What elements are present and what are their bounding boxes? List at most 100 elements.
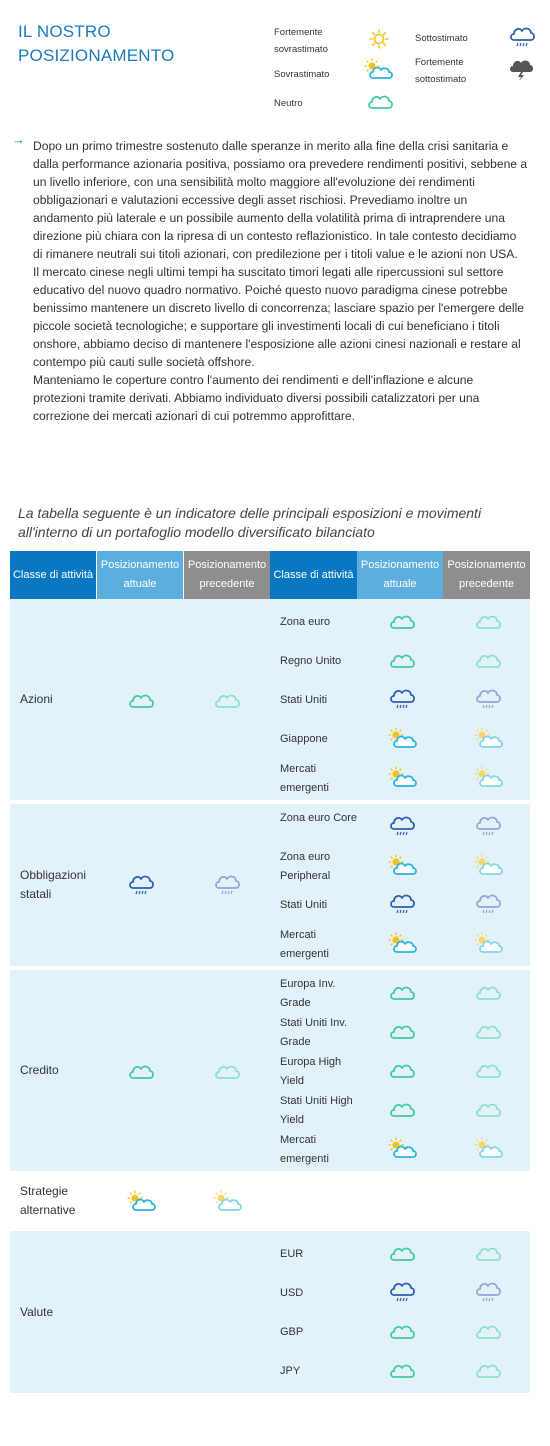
- sun-cloud-icon: [474, 766, 503, 788]
- sun-cloud-icon: [474, 854, 503, 876]
- header-asset-class-2: Classe di attività: [270, 551, 357, 599]
- rain-cloud-icon: [388, 893, 416, 915]
- table-group: [10, 1175, 530, 1227]
- sun-cloud-icon: [474, 727, 503, 749]
- legend-strong-under-label: Fortemente sottostimato: [415, 54, 466, 88]
- cloud-icon: [474, 1242, 502, 1264]
- sub-class-label: JPY: [280, 1365, 301, 1377]
- legend: Fortemente sovrastimato Sovrastimato Neu…: [274, 24, 544, 119]
- legend-label-line: sovrastimato: [274, 44, 328, 55]
- sub-class-label: USD: [280, 1287, 304, 1299]
- sub-class-label: Giappone: [280, 733, 328, 745]
- legend-label-line: Fortemente: [274, 27, 323, 38]
- sub-class-label: Stati Uniti: [280, 899, 328, 911]
- header-current: Posizionamento attuale: [97, 551, 183, 599]
- rain-cloud-icon: [474, 1281, 502, 1303]
- sun-cloud-icon: [388, 1137, 417, 1159]
- asset-class-label: Obbligazioni statali: [20, 868, 87, 901]
- sun-cloud-icon: [388, 727, 417, 749]
- sun-cloud-icon: [364, 58, 394, 80]
- legend-neutral-label: Neutro: [274, 98, 303, 109]
- table-group: [10, 599, 530, 800]
- cloud-icon: [474, 610, 502, 632]
- sun-cloud-icon: [474, 1137, 503, 1159]
- cloud-icon: [366, 90, 394, 112]
- cloud-icon: [388, 610, 416, 632]
- sub-class-label: Zona euro Peripheral: [280, 850, 331, 882]
- sub-class-label: Mercati emergenti: [280, 928, 329, 960]
- asset-class-label: Valute: [20, 1304, 54, 1319]
- cloud-icon: [474, 981, 502, 1003]
- cloud-icon: [388, 1320, 416, 1342]
- rain-cloud-icon: [474, 893, 502, 915]
- sun-cloud-icon: [213, 1190, 242, 1212]
- sub-class-label: Zona euro: [280, 616, 331, 628]
- cloud-icon: [388, 1059, 416, 1081]
- cloud-icon: [474, 649, 502, 671]
- sun-icon: [368, 28, 390, 50]
- header-current-2: Posizionamento attuale: [357, 551, 443, 599]
- cloud-icon: [474, 1059, 502, 1081]
- sun-cloud-icon: [474, 932, 503, 954]
- sub-class-label: Regno Unito: [280, 655, 342, 667]
- sun-cloud-icon: [388, 932, 417, 954]
- asset-class-label: Credito: [20, 1063, 59, 1077]
- arrow-right-icon: →: [12, 132, 25, 147]
- sub-class-label: Europa Inv. Grade: [280, 977, 336, 1009]
- sub-class-label: Stati Uniti High Yield: [280, 1094, 353, 1126]
- rain-cloud-icon: [388, 815, 416, 837]
- asset-class-label: Azioni: [20, 692, 53, 706]
- legend-label-line: sottostimato: [415, 74, 467, 85]
- cloud-icon: [474, 1359, 502, 1381]
- rain-cloud-icon: [388, 688, 416, 710]
- cloud-icon: [388, 1098, 416, 1120]
- cloud-icon: [474, 1320, 502, 1342]
- cloud-icon: [127, 689, 155, 711]
- legend-under-label: Sottostimato: [415, 33, 468, 44]
- rain-cloud-icon: [213, 874, 241, 896]
- page-title-line-2: POSIZIONAMENTO: [18, 46, 175, 65]
- commentary-paragraph: Manteniamo le coperture contro l'aumento…: [33, 373, 480, 423]
- sub-class-label: Stati Uniti: [280, 694, 328, 706]
- asset-class-label: Strategie alternative: [20, 1184, 76, 1217]
- table-group: [10, 970, 530, 1171]
- sub-class-label: Zona euro Core: [280, 811, 358, 824]
- sun-cloud-icon: [388, 766, 417, 788]
- rain-cloud-icon: [388, 1281, 416, 1303]
- table-intro: La tabella seguente è un indicatore dell…: [18, 505, 482, 540]
- sun-cloud-icon: [388, 854, 417, 876]
- rain-cloud-icon: [474, 688, 502, 710]
- rain-cloud-icon: [127, 874, 155, 896]
- cloud-icon: [127, 1060, 155, 1082]
- table-group: [10, 804, 530, 966]
- sun-cloud-icon: [127, 1190, 156, 1212]
- sub-class-label: GBP: [280, 1326, 304, 1338]
- cloud-icon: [474, 1020, 502, 1042]
- page-title-line-1: IL NOSTRO: [18, 22, 111, 41]
- header-asset-class: Classe di attività: [10, 551, 96, 599]
- cloud-icon: [474, 1098, 502, 1120]
- rain-cloud-icon: [508, 26, 536, 48]
- commentary-paragraph: Il mercato cinese negli ultimi tempi ha …: [33, 265, 525, 369]
- cloud-icon: [388, 981, 416, 1003]
- sub-class-label: EUR: [280, 1248, 304, 1260]
- sub-class-label: Europa High Yield: [280, 1055, 342, 1087]
- storm-cloud-icon: [508, 58, 536, 82]
- cloud-icon: [388, 1359, 416, 1381]
- rain-cloud-icon: [474, 815, 502, 837]
- sub-class-label: Mercati emergenti: [280, 1133, 329, 1165]
- sub-class-label: Stati Uniti Inv. Grade: [280, 1016, 348, 1048]
- legend-over-label: Sovrastimato: [274, 69, 330, 80]
- legend-label-line: Fortemente: [415, 57, 464, 68]
- sub-class-label: Mercati emergenti: [280, 762, 329, 794]
- cloud-icon: [388, 649, 416, 671]
- commentary: Dopo un primo trimestre sostenuto dalle …: [33, 137, 528, 425]
- table-group: [10, 1231, 530, 1393]
- page-title: IL NOSTRO POSIZIONAMENTO: [18, 20, 174, 68]
- cloud-icon: [213, 1060, 241, 1082]
- cloud-icon: [388, 1020, 416, 1042]
- cloud-icon: [213, 689, 241, 711]
- header-previous-2: Posizionamento precedente: [443, 551, 530, 599]
- cloud-icon: [388, 1242, 416, 1264]
- commentary-paragraph: Dopo un primo trimestre sostenuto dalle …: [33, 139, 528, 261]
